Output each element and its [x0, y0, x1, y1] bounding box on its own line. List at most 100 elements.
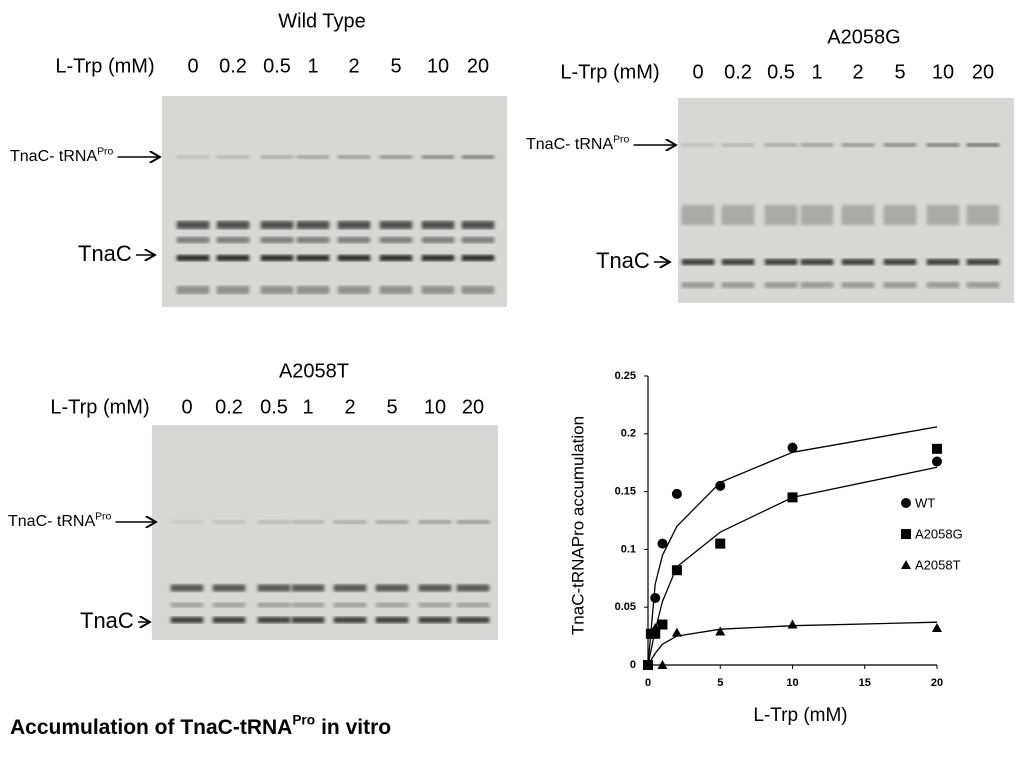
data-point	[715, 538, 726, 549]
gel-band	[257, 520, 291, 524]
gel-band	[379, 155, 413, 159]
gel-band	[681, 259, 715, 265]
gel-band	[926, 205, 960, 225]
y-axis-label: TnaC-tRNAPro accumulation	[568, 416, 587, 635]
lane-label: 0.2	[724, 61, 752, 83]
gel-band	[800, 282, 834, 288]
gel-band	[461, 255, 495, 261]
lane-label: 10	[932, 61, 954, 83]
gel-band	[176, 237, 210, 243]
gel-band	[379, 237, 413, 243]
gel-band	[333, 617, 367, 623]
gel-band	[260, 237, 294, 243]
gel-title: A2058T	[279, 360, 349, 382]
gel-band	[212, 617, 246, 623]
lane-label: 1	[307, 55, 318, 77]
gel-band	[418, 617, 452, 623]
x-axis-label: L-Trp (mM)	[753, 705, 847, 726]
gel-image	[678, 98, 1014, 303]
trna-band-label-sup: Pro	[97, 146, 113, 157]
lane-label: 5	[386, 396, 397, 418]
lane-label: 2	[348, 55, 359, 77]
data-point	[715, 626, 726, 636]
data-point	[787, 619, 798, 629]
legend-marker	[901, 560, 911, 569]
gel-band	[291, 584, 325, 592]
lane-label: 20	[462, 396, 484, 418]
gel-band	[170, 602, 204, 608]
gel-band	[841, 259, 875, 265]
gel-band	[337, 237, 371, 243]
gel-band	[966, 282, 1000, 288]
concentration-label: L-Trp (mM)	[55, 55, 154, 77]
gel-band	[212, 602, 246, 608]
gel-band	[296, 255, 330, 261]
gel-band	[260, 221, 294, 229]
legend-label: A2058G	[915, 526, 963, 541]
gel-image	[162, 96, 507, 307]
data-point	[715, 480, 726, 491]
data-point	[657, 538, 668, 549]
lane-label: 10	[427, 55, 449, 77]
lane-label: 0	[181, 396, 192, 418]
fit-curve	[647, 426, 938, 666]
page-title-main: Accumulation of TnaC-tRNA	[10, 716, 292, 739]
gel-band	[296, 155, 330, 159]
gel-band	[375, 584, 409, 592]
data-point	[671, 565, 682, 576]
gel-band	[170, 520, 204, 524]
gel-band	[296, 237, 330, 243]
gel-band	[841, 282, 875, 288]
trna-band-label-main: TnaC- tRNA	[8, 513, 95, 530]
lane-label: 2	[852, 61, 863, 83]
gel-band	[176, 155, 210, 159]
gel-band	[176, 286, 210, 294]
gel-band	[333, 602, 367, 608]
y-tick-label: 0.2	[621, 428, 636, 440]
trna-band-label: TnaC- tRNAPro	[8, 511, 112, 530]
gel-band	[883, 259, 917, 265]
gel-band	[926, 259, 960, 265]
gel-band	[764, 259, 798, 265]
gel-band	[883, 282, 917, 288]
gel-band	[260, 255, 294, 261]
lane-label: 2	[344, 396, 355, 418]
gel-band	[461, 221, 495, 229]
gel-band	[764, 205, 798, 225]
lane-label: 10	[424, 396, 446, 418]
concentration-label: L-Trp (mM)	[50, 396, 149, 418]
gel-band	[216, 221, 250, 229]
gel-band	[337, 155, 371, 159]
data-point	[787, 442, 798, 453]
gel-band	[170, 584, 204, 592]
x-tick-label: 10	[786, 677, 798, 689]
x-tick-label: 15	[859, 677, 871, 689]
lane-label: 0	[187, 55, 198, 77]
data-point	[657, 660, 668, 669]
gel-band	[291, 602, 325, 608]
x-tick-label: 20	[931, 677, 943, 689]
gel-band	[375, 617, 409, 623]
gel-band	[841, 205, 875, 225]
page-title-rest: in vitro	[321, 716, 391, 739]
lane-label: 20	[972, 61, 994, 83]
lane-label: 1	[811, 61, 822, 83]
trna-band-label: TnaC- tRNAPro	[526, 134, 630, 153]
gel-band	[456, 617, 490, 623]
gel-band	[721, 143, 755, 147]
gel-band	[337, 286, 371, 294]
gel-title: Wild Type	[278, 10, 365, 32]
legend-label: WT	[915, 495, 935, 510]
page-title: Accumulation of TnaC-tRNAPro in vitro	[10, 712, 391, 738]
fit-curve	[647, 621, 938, 666]
gel-band	[296, 286, 330, 294]
trna-band-label-sup: Pro	[613, 134, 629, 145]
gel-band	[379, 286, 413, 294]
gel-band	[721, 205, 755, 225]
gel-band	[421, 237, 455, 243]
lane-label: 1	[302, 396, 313, 418]
gel-band	[421, 221, 455, 229]
gel-band	[681, 282, 715, 288]
gel-band	[681, 143, 715, 147]
gel-band	[216, 237, 250, 243]
